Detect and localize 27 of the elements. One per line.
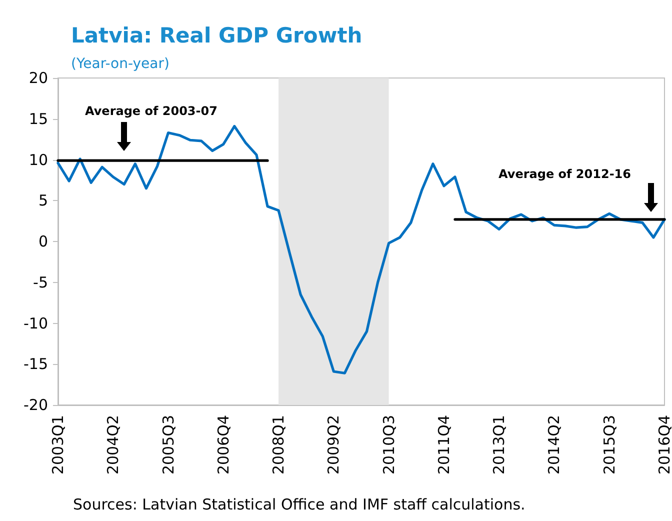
- x-tick-label: 2009Q2: [324, 415, 343, 475]
- y-tick-label: 10: [28, 150, 48, 169]
- y-tick-label: 15: [28, 110, 48, 128]
- x-tick-label: 2004Q2: [104, 415, 122, 475]
- y-tick-label: -20: [24, 396, 48, 414]
- x-tick-label: 2016Q4: [656, 415, 672, 475]
- y-tick-label: 20: [28, 69, 48, 87]
- x-tick-label: 2003Q1: [49, 415, 67, 475]
- x-tick-label: 2011Q4: [434, 415, 453, 475]
- y-tick-label: 5: [38, 192, 48, 210]
- line-series: [56, 124, 666, 374]
- x-tick-label: 2015Q3: [600, 415, 618, 475]
- x-tick-label: 2006Q4: [214, 415, 232, 475]
- x-tick-label: 2008Q1: [270, 415, 288, 475]
- x-tick-label: 2005Q3: [159, 415, 178, 475]
- y-tick-label: -15: [24, 355, 48, 374]
- x-tick-label: 2014Q2: [545, 415, 564, 475]
- chart-subtitle: (Year-on-year): [71, 56, 170, 72]
- x-tick-label: 2013Q1: [490, 415, 508, 475]
- annotation: Average of 2012-16: [498, 167, 632, 181]
- source-note: Sources: Latvian Statistical Office and IMF staff calculations.: [73, 496, 526, 514]
- y-tick-label: -5: [33, 273, 48, 292]
- chart-title: Latvia: Real GDP Growth: [71, 24, 362, 48]
- x-tick-label: 2010Q3: [380, 415, 398, 475]
- y-tick-label: 0: [38, 232, 48, 250]
- annotation: Average of 2003-07: [85, 104, 218, 118]
- y-tick-label: -10: [24, 314, 48, 332]
